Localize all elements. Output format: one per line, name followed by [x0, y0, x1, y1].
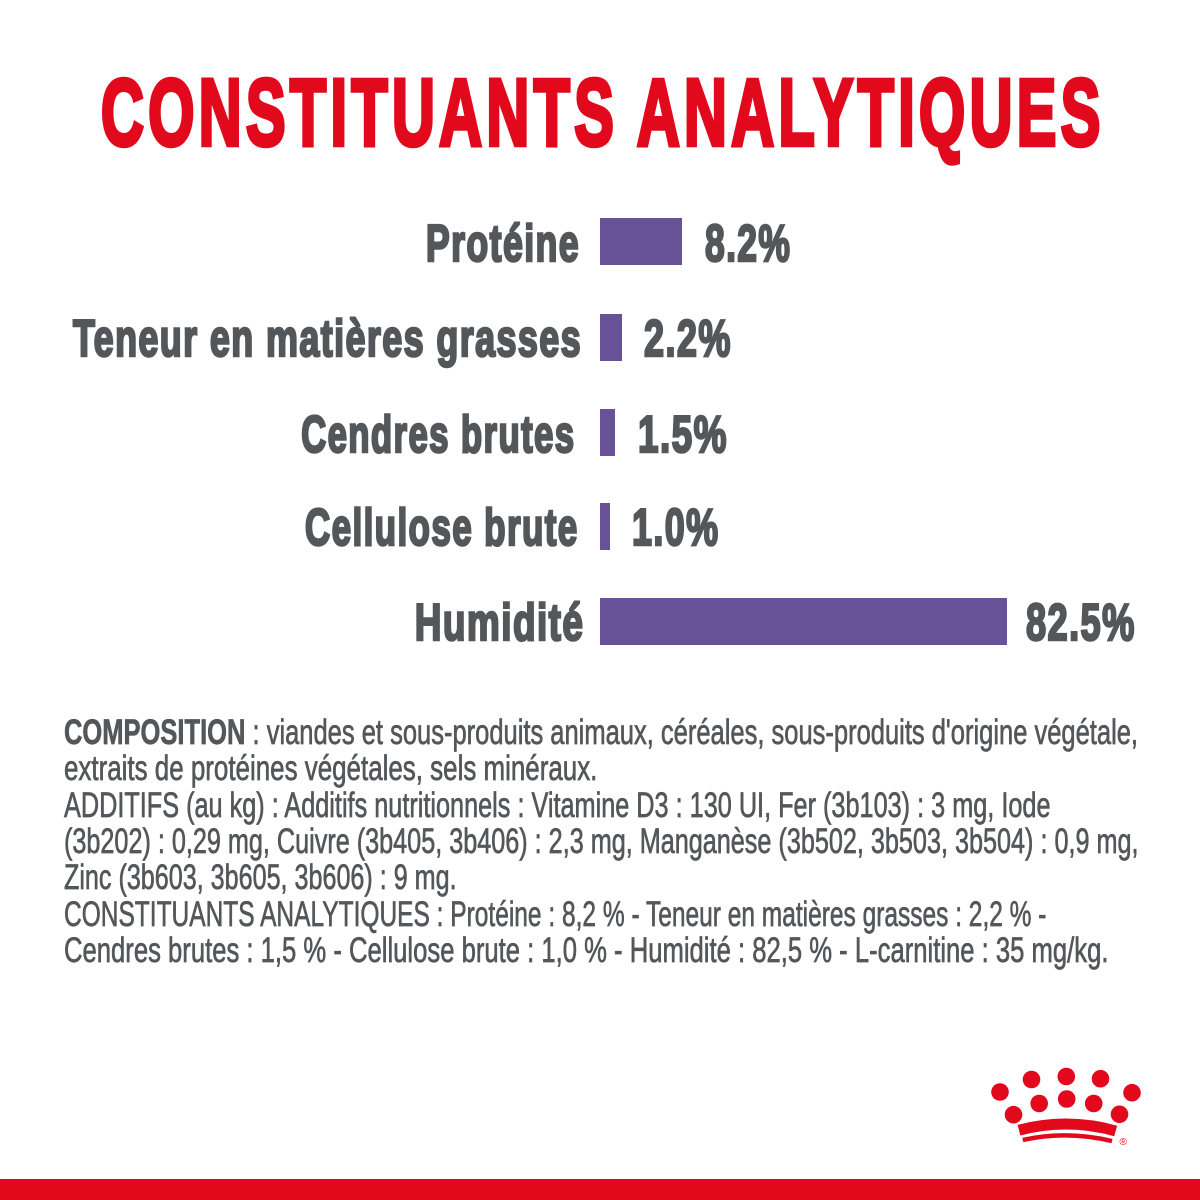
svg-text:®: ® — [1120, 1137, 1128, 1148]
